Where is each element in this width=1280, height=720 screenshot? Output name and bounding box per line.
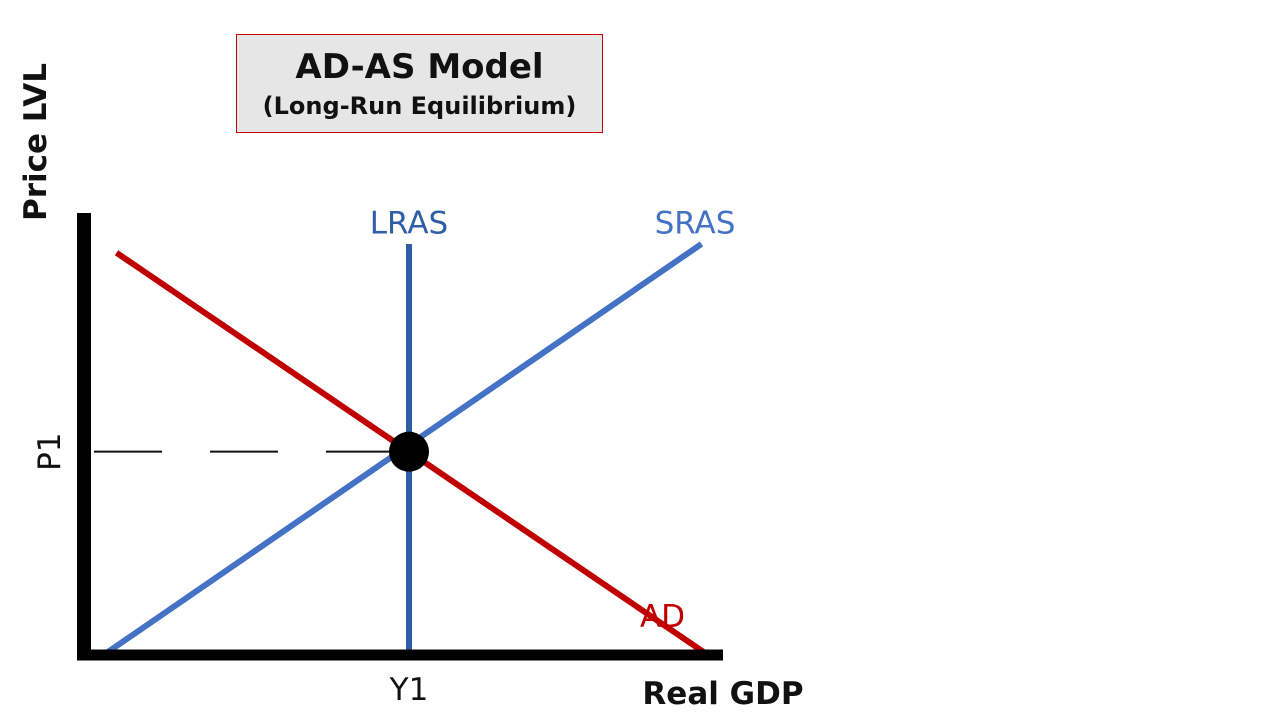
y-tick-p1: P1 [32, 432, 68, 470]
chart-title-box: AD-AS Model (Long-Run Equilibrium) [236, 34, 603, 133]
y-axis-label: Price LVL [18, 63, 54, 221]
x-tick-y1: Y1 [389, 672, 429, 708]
chart-title: AD-AS Model [295, 47, 544, 87]
lras-label: LRAS [370, 205, 448, 241]
sras-label: SRAS [655, 205, 736, 241]
ad-label: AD [640, 599, 685, 635]
equilibrium-point [389, 431, 429, 472]
x-axis-label: Real GDP [642, 676, 803, 712]
chart-subtitle: (Long-Run Equilibrium) [262, 92, 577, 120]
